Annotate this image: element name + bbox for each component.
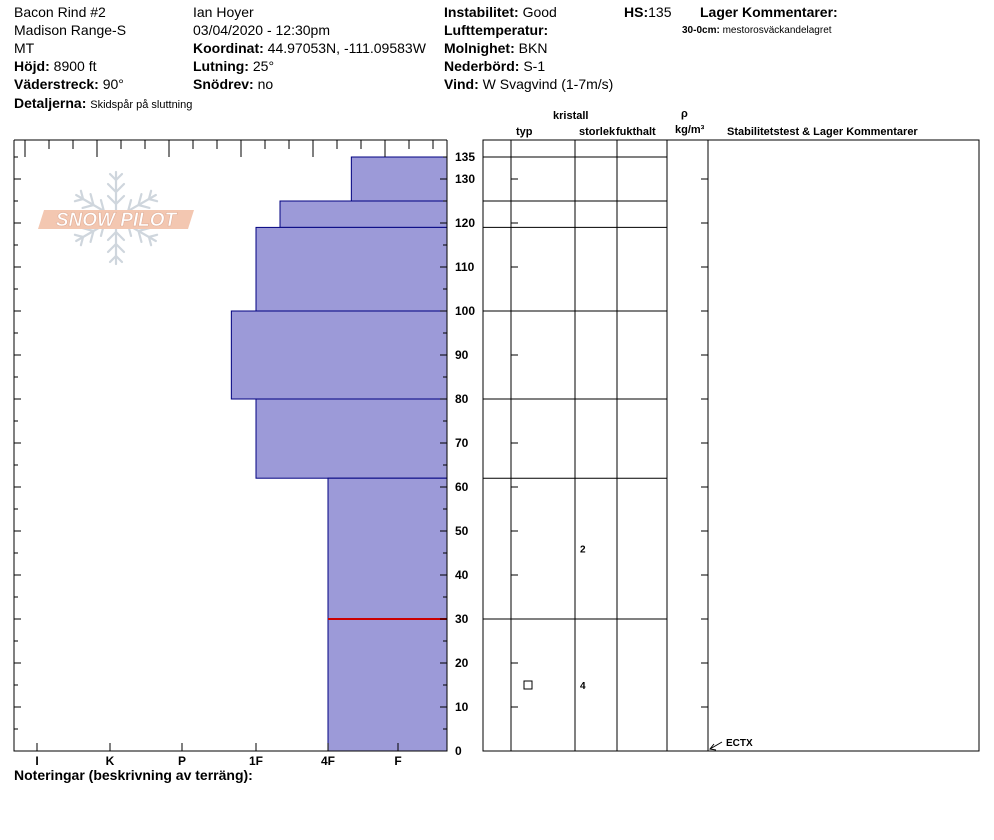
depth-tick-label: 30 bbox=[455, 612, 469, 626]
site-name: Bacon Rind #2 bbox=[14, 4, 106, 20]
column-type: typ bbox=[516, 126, 533, 138]
snow-height: HS:135 bbox=[624, 4, 672, 20]
hardness-layer bbox=[255, 226, 448, 312]
layer-table bbox=[482, 139, 980, 752]
precipitation: Nederbörd: S-1 bbox=[444, 58, 546, 74]
sky-cover: Molnighet: BKN bbox=[444, 40, 548, 56]
notes-label: Noteringar (beskrivning av terräng): bbox=[14, 767, 253, 783]
axis-ticks bbox=[14, 140, 447, 752]
aspect: Väderstreck: 90° bbox=[14, 76, 124, 92]
depth-tick-label: 135 bbox=[455, 150, 475, 164]
coordinates: Koordinat: 44.97053N, -111.09583W bbox=[193, 40, 426, 56]
column-rho: ρ bbox=[681, 108, 688, 120]
depth-tick-label: 80 bbox=[455, 392, 469, 406]
logo-text: SNOW PILOT bbox=[56, 210, 178, 231]
depth-tick-label: 50 bbox=[455, 524, 469, 538]
depth-tick-label: 0 bbox=[455, 744, 462, 758]
layer-table-marks: 2 4 ECTX bbox=[523, 545, 753, 751]
snowpilot-logo: SNOW PILOT bbox=[38, 170, 194, 266]
table-border bbox=[482, 139, 980, 752]
hardness-frame bbox=[13, 140, 448, 752]
depth-tick-label: 130 bbox=[455, 172, 475, 186]
hardness-tick-label: K bbox=[106, 754, 115, 768]
hardness-layer bbox=[255, 398, 448, 479]
mountain-range: Madison Range-S bbox=[14, 22, 127, 38]
elevation: Höjd: 8900 ft bbox=[14, 58, 97, 74]
stability-test-pointer bbox=[709, 741, 723, 750]
hardness-tick-label: I bbox=[35, 754, 38, 768]
slope-angle: Lutning: 25° bbox=[193, 58, 275, 74]
column-crystal-title: kristall bbox=[553, 110, 589, 122]
grain-size-label: 2 bbox=[580, 545, 586, 556]
axis-labels: I K P 1F 4F F13513012011010090807060504030201… bbox=[35, 150, 475, 768]
hardness-layer bbox=[230, 310, 448, 400]
hardness-tick-label: F bbox=[394, 754, 401, 768]
hardness-tick-label: P bbox=[178, 754, 186, 768]
layer-comment: 30-0cm: mestorosväckandelagret bbox=[682, 25, 832, 36]
depth-tick-label: 60 bbox=[455, 480, 469, 494]
hardness-layer bbox=[279, 200, 448, 228]
column-stability-comments: Stabilitetstest & Lager Kommentarer bbox=[727, 126, 918, 138]
hardness-layer bbox=[350, 156, 448, 202]
stability: Instabilitet: Good bbox=[444, 4, 557, 20]
depth-tick-label: 110 bbox=[455, 260, 475, 274]
air-temperature: Lufttemperatur: bbox=[444, 22, 549, 38]
wind: Vind: W Svagvind (1-7m/s) bbox=[444, 76, 614, 92]
arrow-icon bbox=[709, 743, 717, 751]
hardness-layers bbox=[230, 156, 448, 752]
state: MT bbox=[14, 40, 35, 56]
column-moisture: fukthalt bbox=[616, 126, 656, 138]
snow-drift: Snödrev: no bbox=[193, 76, 274, 92]
stability-test-label: ECTX bbox=[726, 738, 753, 749]
layer-comments-title: Lager Kommentarer: bbox=[700, 4, 838, 20]
details: Detaljerna: Skidspår på sluttning bbox=[14, 95, 193, 111]
column-size: storlek bbox=[579, 126, 616, 138]
depth-tick-label: 90 bbox=[455, 348, 469, 362]
depth-tick-label: 10 bbox=[455, 700, 469, 714]
snowflake-icon bbox=[71, 170, 161, 266]
hardness-tick-label: 1F bbox=[249, 754, 263, 768]
depth-tick-label: 120 bbox=[455, 216, 475, 230]
chart-frame bbox=[13, 139, 448, 752]
hardness-tick-label: 4F bbox=[321, 754, 335, 768]
grain-size-label: 4 bbox=[580, 681, 586, 692]
date-time: 03/04/2020 - 12:30pm bbox=[193, 22, 330, 38]
square-icon bbox=[523, 680, 533, 690]
depth-tick-label: 40 bbox=[455, 568, 469, 582]
hardness-layer bbox=[327, 477, 448, 620]
hardness-layer bbox=[327, 618, 448, 752]
observer: Ian Hoyer bbox=[193, 4, 254, 20]
depth-tick-label: 70 bbox=[455, 436, 469, 450]
column-density-unit: kg/m³ bbox=[675, 124, 705, 136]
logo-banner bbox=[38, 210, 194, 229]
depth-tick-label: 100 bbox=[455, 304, 475, 318]
depth-tick-label: 20 bbox=[455, 656, 469, 670]
